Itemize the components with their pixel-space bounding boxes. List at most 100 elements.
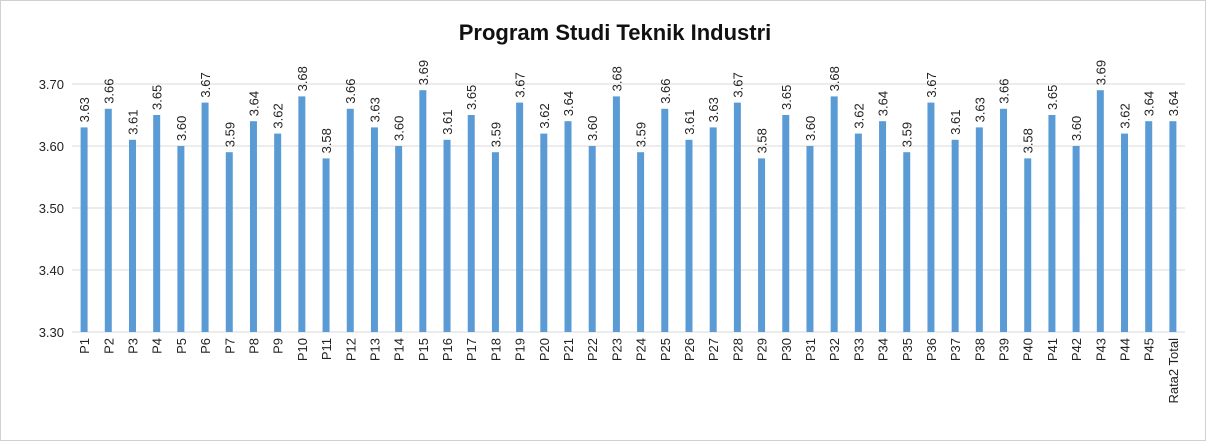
bar bbox=[443, 139, 451, 332]
x-tick-label: P2 bbox=[101, 338, 116, 354]
bar bbox=[1096, 90, 1104, 332]
x-tick-label: P8 bbox=[246, 338, 261, 354]
data-label: 3.63 bbox=[77, 97, 92, 122]
bar bbox=[854, 133, 862, 332]
bar bbox=[709, 127, 717, 333]
data-label: 3.67 bbox=[198, 72, 213, 97]
bar bbox=[758, 158, 766, 332]
bar bbox=[1145, 121, 1153, 332]
x-tick-label: P32 bbox=[827, 338, 842, 361]
x-tick-label: P20 bbox=[537, 338, 552, 361]
bar bbox=[903, 152, 911, 332]
x-tick-label: P44 bbox=[1118, 338, 1133, 361]
bar bbox=[733, 102, 741, 332]
x-tick-label: P30 bbox=[779, 338, 794, 361]
data-label: 3.60 bbox=[803, 116, 818, 141]
data-label: 3.69 bbox=[1093, 60, 1108, 85]
bar bbox=[782, 115, 790, 332]
data-label: 3.59 bbox=[488, 122, 503, 147]
x-tick-label: P7 bbox=[222, 338, 237, 354]
data-label: 3.58 bbox=[1021, 128, 1036, 153]
data-label: 3.59 bbox=[222, 122, 237, 147]
bar bbox=[588, 146, 596, 332]
data-label: 3.62 bbox=[851, 103, 866, 128]
data-label: 3.66 bbox=[997, 78, 1012, 103]
x-tick-label: P17 bbox=[464, 338, 479, 361]
chart-title: Program Studi Teknik Industri bbox=[459, 20, 772, 45]
bar bbox=[564, 121, 572, 332]
bar bbox=[80, 127, 88, 333]
x-tick-label: P31 bbox=[803, 338, 818, 361]
x-tick-label: P41 bbox=[1045, 338, 1060, 361]
x-tick-label: P25 bbox=[658, 338, 673, 361]
data-label: 3.66 bbox=[101, 78, 116, 103]
data-label: 3.64 bbox=[1142, 91, 1157, 116]
y-tick-label: 3.40 bbox=[39, 263, 64, 278]
data-label: 3.64 bbox=[876, 91, 891, 116]
data-label: 3.65 bbox=[779, 85, 794, 110]
x-tick-label: P37 bbox=[948, 338, 963, 361]
x-tick-label: P9 bbox=[271, 338, 286, 354]
x-tick-label: P12 bbox=[343, 338, 358, 361]
x-tick-label: P15 bbox=[416, 338, 431, 361]
data-label: 3.67 bbox=[730, 72, 745, 97]
bar bbox=[637, 152, 645, 332]
data-label: 3.64 bbox=[246, 91, 261, 116]
data-label: 3.60 bbox=[585, 116, 600, 141]
data-label: 3.68 bbox=[609, 66, 624, 91]
x-tick-label: P40 bbox=[1021, 338, 1036, 361]
bar bbox=[879, 121, 887, 332]
data-label: 3.58 bbox=[319, 128, 334, 153]
data-label: 3.66 bbox=[658, 78, 673, 103]
bar bbox=[1169, 121, 1177, 332]
x-tick-label: P5 bbox=[174, 338, 189, 354]
bar bbox=[1121, 133, 1129, 332]
data-label: 3.60 bbox=[174, 116, 189, 141]
y-tick-label: 3.70 bbox=[39, 77, 64, 92]
x-tick-label: P4 bbox=[150, 338, 165, 354]
bar bbox=[370, 127, 378, 333]
data-label: 3.68 bbox=[827, 66, 842, 91]
bar bbox=[612, 96, 620, 333]
bar bbox=[975, 127, 983, 333]
data-label: 3.66 bbox=[343, 78, 358, 103]
bar bbox=[540, 133, 548, 332]
data-label: 3.62 bbox=[1118, 103, 1133, 128]
x-tick-label: P36 bbox=[924, 338, 939, 361]
data-label: 3.63 bbox=[972, 97, 987, 122]
x-tick-label: P27 bbox=[706, 338, 721, 361]
x-tick-label: P10 bbox=[295, 338, 310, 361]
data-label: 3.61 bbox=[948, 109, 963, 134]
data-label: 3.58 bbox=[755, 128, 770, 153]
bar bbox=[1072, 146, 1080, 332]
data-label: 3.61 bbox=[682, 109, 697, 134]
bar bbox=[1048, 115, 1056, 332]
data-label: 3.68 bbox=[295, 66, 310, 91]
data-label: 3.62 bbox=[271, 103, 286, 128]
bar bbox=[177, 146, 185, 332]
data-label: 3.59 bbox=[634, 122, 649, 147]
bar bbox=[322, 158, 330, 332]
x-tick-label: P38 bbox=[972, 338, 987, 361]
y-tick-label: 3.30 bbox=[39, 325, 64, 340]
data-label: 3.59 bbox=[900, 122, 915, 147]
y-tick-label: 3.60 bbox=[39, 139, 64, 154]
x-tick-label: P34 bbox=[876, 338, 891, 361]
x-tick-label: P45 bbox=[1142, 338, 1157, 361]
bar bbox=[346, 108, 354, 332]
data-label: 3.67 bbox=[924, 72, 939, 97]
bar bbox=[128, 139, 136, 332]
x-tick-label: P13 bbox=[367, 338, 382, 361]
data-label: 3.62 bbox=[537, 103, 552, 128]
bar bbox=[1024, 158, 1032, 332]
x-tick-label: P16 bbox=[440, 338, 455, 361]
data-label: 3.67 bbox=[513, 72, 528, 97]
bar bbox=[201, 102, 209, 332]
data-label: 3.61 bbox=[440, 109, 455, 134]
bar bbox=[298, 96, 306, 333]
data-label: 3.61 bbox=[125, 109, 140, 134]
bar bbox=[274, 133, 282, 332]
x-tick-label: P18 bbox=[488, 338, 503, 361]
bar bbox=[516, 102, 524, 332]
bar bbox=[951, 139, 959, 332]
